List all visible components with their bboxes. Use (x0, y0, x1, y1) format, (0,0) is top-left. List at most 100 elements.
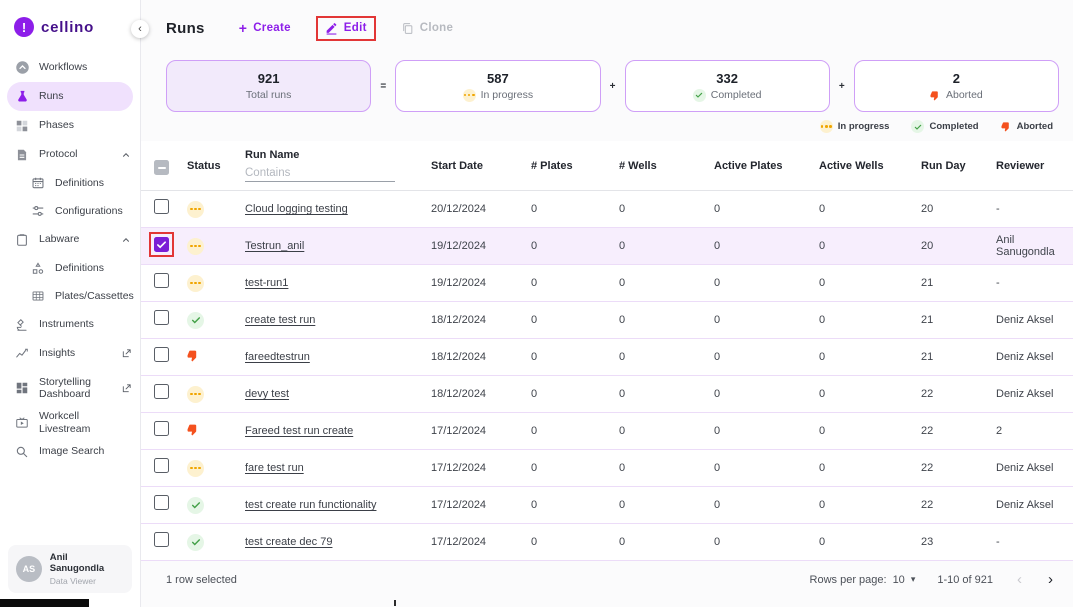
row-checkbox[interactable] (154, 199, 169, 214)
stat-card-total-runs[interactable]: 921 Total runs (166, 60, 372, 112)
plates-cell: 0 (531, 351, 538, 363)
brand-logo: ! cellino (0, 0, 140, 47)
sidebar-item-protocol[interactable]: Protocol (0, 140, 140, 169)
sidebar-item-label: Instruments (39, 318, 94, 331)
wells-cell: 0 (619, 536, 626, 548)
external-link-icon (120, 382, 132, 394)
sidebar-item-label: Workflows (39, 61, 88, 74)
run-name-link[interactable]: Cloud logging testing (245, 203, 348, 215)
active-wells-cell: 0 (819, 351, 826, 363)
column-header-active-plates: Active Plates (714, 159, 783, 172)
start-date-cell: 18/12/2024 (431, 314, 487, 326)
run-name-link[interactable]: create test run (245, 314, 316, 326)
sidebar-item-storytelling-dashboard[interactable]: Storytelling Dashboard (0, 368, 140, 408)
search-icon (14, 444, 30, 460)
select-all-checkbox[interactable] (154, 160, 169, 176)
rows-per-page-select[interactable]: Rows per page: 10 ▾ (809, 573, 916, 586)
row-checkbox[interactable] (154, 532, 169, 547)
sidebar-item-instruments[interactable]: Instruments (0, 310, 140, 339)
legend-completed: Completed (911, 120, 979, 133)
sidebar-item-label: Workcell Livestream (39, 410, 91, 435)
sidebar-nav: Workflows Runs Phases Protocol (0, 53, 140, 466)
active-plates-cell: 0 (714, 351, 721, 363)
sidebar-item-image-search[interactable]: Image Search (0, 437, 140, 466)
stat-card-completed[interactable]: 332 Completed (624, 60, 830, 112)
create-button[interactable]: + Create (238, 20, 291, 36)
run-day-cell: 21 (921, 277, 934, 289)
table-footer: 1 row selected Rows per page: 10 ▾ 1-10 … (141, 561, 1073, 598)
sidebar-item-labware-definitions[interactable]: Definitions (0, 254, 140, 282)
table-row[interactable]: test create dec 79 17/12/2024 0 0 0 0 23 - (141, 524, 1073, 561)
sidebar-item-workcell-livestream[interactable]: Workcell Livestream (0, 408, 140, 437)
table-row[interactable]: Testrun_anil 19/12/2024 0 0 0 0 20 Anil Sanugon… (141, 228, 1073, 265)
row-checkbox[interactable] (154, 384, 169, 399)
active-wells-cell: 0 (819, 203, 826, 215)
row-checkbox[interactable] (154, 273, 169, 288)
chevron-down-icon: ▾ (910, 574, 916, 584)
row-checkbox[interactable] (149, 232, 174, 257)
run-name-link[interactable]: fareedtestrun (245, 351, 310, 363)
plates-cell: 0 (531, 203, 538, 215)
table-row[interactable]: devy test 18/12/2024 0 0 0 0 22 Deniz Aksel (141, 376, 1073, 413)
active-plates-cell: 0 (714, 277, 721, 289)
run-day-cell: 22 (921, 462, 934, 474)
run-name-link[interactable]: test create run functionality (245, 499, 377, 511)
sidebar-item-insights[interactable]: Insights (0, 339, 140, 368)
plates-cell: 0 (531, 536, 538, 548)
table-row[interactable]: create test run 18/12/2024 0 0 0 0 21 Deniz Aks… (141, 302, 1073, 339)
next-page-button[interactable]: › (1048, 571, 1053, 588)
table-row[interactable]: fareedtestrun 18/12/2024 0 0 0 0 21 Deniz Aksel (141, 339, 1073, 376)
sidebar-collapse-button[interactable]: ‹ (131, 20, 149, 38)
run-name-link[interactable]: fare test run (245, 462, 304, 474)
status-cell (187, 385, 245, 403)
run-name-filter-input[interactable] (245, 166, 395, 182)
wells-cell: 0 (619, 240, 626, 252)
previous-page-button[interactable]: ‹ (1017, 571, 1022, 588)
chevron-up-icon[interactable] (120, 149, 132, 161)
stat-card-aborted[interactable]: 2 Aborted (853, 60, 1059, 112)
sidebar-item-label: Plates/Cassettes (55, 289, 134, 302)
sidebar-item-plates-cassettes[interactable]: Plates/Cassettes (0, 282, 140, 310)
sidebar-item-workflows[interactable]: Workflows (0, 53, 140, 82)
stat-card-in-progress[interactable]: 587 In progress (395, 60, 601, 112)
clone-button[interactable]: Clone (401, 22, 453, 35)
run-name-link[interactable]: test-run1 (245, 277, 289, 289)
status-cell (187, 533, 245, 551)
row-checkbox[interactable] (154, 347, 169, 362)
stat-label: Total runs (245, 89, 292, 101)
row-checkbox[interactable] (154, 495, 169, 510)
sidebar: ! cellino ‹ Workflows Runs (0, 0, 149, 607)
run-name-link[interactable]: test create dec 79 (245, 536, 333, 548)
row-checkbox[interactable] (154, 310, 169, 325)
sidebar-item-configurations[interactable]: Configurations (0, 197, 140, 225)
workflows-icon (14, 60, 30, 76)
clipboard-icon (14, 232, 30, 248)
table-row[interactable]: test create run functionality 17/12/2024 0… (141, 487, 1073, 524)
table-row[interactable]: Cloud logging testing 20/12/2024 0 0 0 0 20 - (141, 191, 1073, 228)
run-name-link[interactable]: devy test (245, 388, 290, 400)
run-name-link[interactable]: Fareed test run create (245, 425, 354, 437)
avatar: AS (16, 556, 42, 582)
column-header-start-date: Start Date (431, 159, 483, 172)
table-row[interactable]: fare test run 17/12/2024 0 0 0 0 22 Deniz Aksel (141, 450, 1073, 487)
row-checkbox[interactable] (154, 458, 169, 473)
sidebar-item-protocol-definitions[interactable]: Definitions (0, 169, 140, 197)
edit-button[interactable]: Edit (315, 15, 376, 41)
sidebar-item-labware[interactable]: Labware (0, 225, 140, 254)
tv-livestream-icon (14, 415, 30, 431)
reviewer-cell: - (996, 203, 1000, 215)
table-row[interactable]: Fareed test run create 17/12/2024 0 0 0 0 22 2 (141, 413, 1073, 450)
sidebar-item-phases[interactable]: Phases (0, 111, 140, 140)
stat-value: 921 (257, 71, 280, 86)
completed-icon (692, 88, 706, 102)
chevron-up-icon[interactable] (120, 234, 132, 246)
sidebar-item-runs[interactable]: Runs (7, 82, 133, 111)
stat-value: 2 (952, 71, 960, 86)
table-row[interactable]: test-run1 19/12/2024 0 0 0 0 21 - (141, 265, 1073, 302)
start-date-cell: 17/12/2024 (431, 425, 487, 437)
run-name-link[interactable]: Testrun_anil (245, 240, 305, 252)
rows-per-page-value: 10 (892, 573, 905, 586)
start-date-cell: 19/12/2024 (431, 240, 487, 252)
row-checkbox[interactable] (154, 421, 169, 436)
user-profile[interactable]: AS Anil Sanugondla Data Viewer (8, 545, 132, 593)
